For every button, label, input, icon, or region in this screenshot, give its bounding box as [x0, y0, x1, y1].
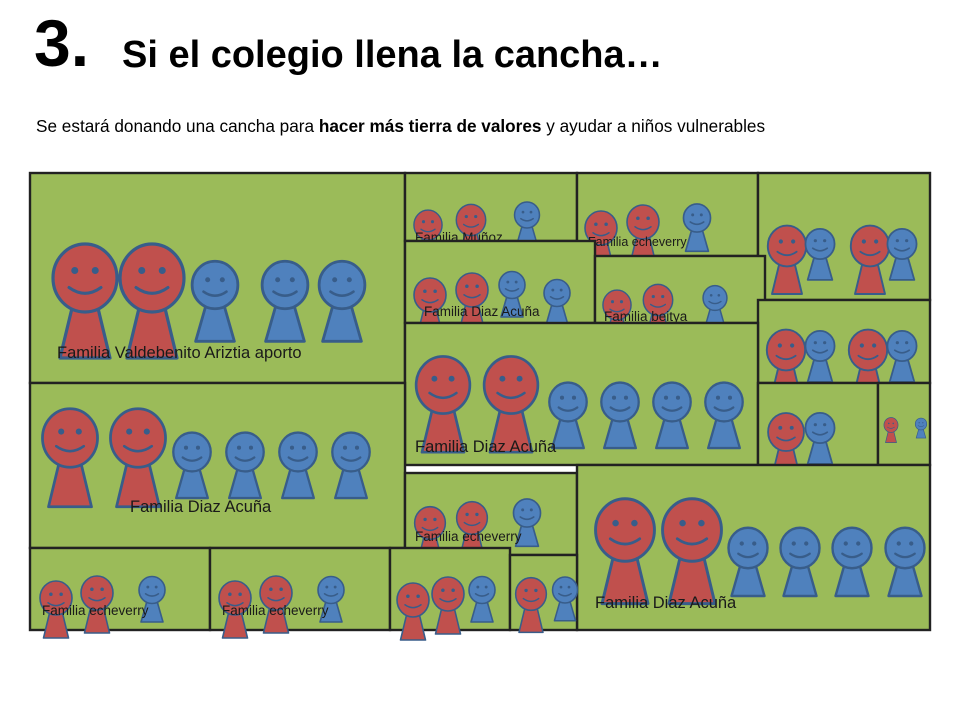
parent-figure [414, 355, 472, 454]
child-figure [600, 381, 640, 450]
child-figure [779, 526, 821, 598]
family-label: Familia echeverry [588, 235, 687, 249]
child-figure [548, 381, 588, 450]
family-plot-f16 [388, 546, 512, 641]
family-label: Familia echeverry [415, 529, 522, 544]
family-label: Familia Valdebenito Ariztia aporto [57, 344, 302, 362]
family-label: Familia beitya [604, 309, 688, 324]
child-figure [512, 498, 542, 548]
family-plot-f1: Familia Valdebenito Ariztia aporto [28, 171, 407, 385]
family-plot-f5: Familia Diaz Acuña [403, 239, 597, 336]
parent-figure [118, 242, 186, 360]
subtitle-start: Se estará donando una cancha para [36, 116, 319, 136]
child-figure [702, 284, 728, 329]
family-plot-f11: Familia Diaz Acuña [28, 381, 407, 550]
parent-figure [661, 497, 723, 606]
child-figure [652, 381, 692, 450]
child-figure [551, 576, 579, 622]
child-figure [498, 270, 526, 318]
family-plot-f10 [876, 381, 932, 467]
family-label: Familia Diaz Acuña [415, 438, 557, 456]
family-plot-f4 [756, 171, 932, 302]
child-figure [543, 278, 571, 326]
child-figure [914, 417, 928, 439]
child-figure [682, 203, 712, 253]
child-figure [886, 329, 918, 383]
family-plot-f14: Familia echeverry [28, 546, 212, 639]
parent-figure [218, 580, 252, 639]
child-figure [468, 575, 496, 623]
subtitle: Se estará donando una cancha para hacer … [36, 116, 765, 137]
child-figure [317, 575, 345, 623]
child-figure [260, 259, 310, 343]
family-plot-f3: Familia echeverry [575, 171, 760, 269]
child-figure [886, 227, 918, 281]
parent-figure [41, 407, 99, 509]
child-figure [704, 381, 744, 450]
slide-title: Si el colegio llena la cancha… [122, 34, 663, 76]
parent-figure [259, 575, 293, 634]
parent-figure [109, 407, 167, 509]
slide-number: 3. [34, 6, 90, 80]
parent-figure [396, 582, 430, 641]
parent-figure [80, 575, 114, 634]
family-label: Familia Diaz Acuña [595, 594, 737, 612]
child-figure [317, 259, 367, 343]
family-label: Familia echeverry [222, 603, 329, 618]
child-figure [331, 431, 371, 500]
parent-figure [482, 355, 540, 454]
family-plot-f17 [508, 553, 579, 634]
parent-figure [626, 204, 660, 263]
family-plot-f6: Familia beitya [593, 254, 767, 341]
child-figure [831, 526, 873, 598]
parent-figure [455, 272, 489, 331]
parent-figure [514, 576, 548, 634]
family-label: Familia Diaz Acuña [130, 498, 272, 516]
child-figure [804, 329, 836, 383]
family-plot-f15: Familia echeverry [208, 546, 392, 639]
family-plot-f9 [756, 381, 880, 478]
child-figure [278, 431, 318, 500]
parent-figure [594, 497, 656, 606]
family-label: Familia Diaz Acuña [424, 304, 540, 319]
family-label: Familia echeverry [42, 603, 149, 618]
child-figure [804, 227, 836, 281]
child-figure [727, 526, 769, 598]
parent-figure [51, 242, 119, 360]
family-plot-f13: Familia Diaz Acuña [575, 463, 932, 632]
family-plot-f8: Familia Diaz Acuña [403, 321, 760, 467]
child-figure [138, 575, 166, 623]
family-plot-f7 [756, 298, 932, 399]
parent-figure [849, 224, 891, 295]
child-figure [225, 431, 265, 500]
subtitle-end: y ayudar a niños vulnerables [541, 116, 766, 136]
parent-figure [431, 576, 465, 635]
child-figure [804, 411, 836, 465]
parent-figure [883, 417, 899, 443]
parent-figure [766, 224, 808, 295]
child-figure [190, 259, 240, 343]
subtitle-emphasis: hacer más tierra de valores [318, 116, 542, 136]
child-figure [884, 526, 926, 598]
child-figure [513, 201, 541, 247]
child-figure [172, 431, 212, 500]
parent-figure [39, 580, 73, 639]
